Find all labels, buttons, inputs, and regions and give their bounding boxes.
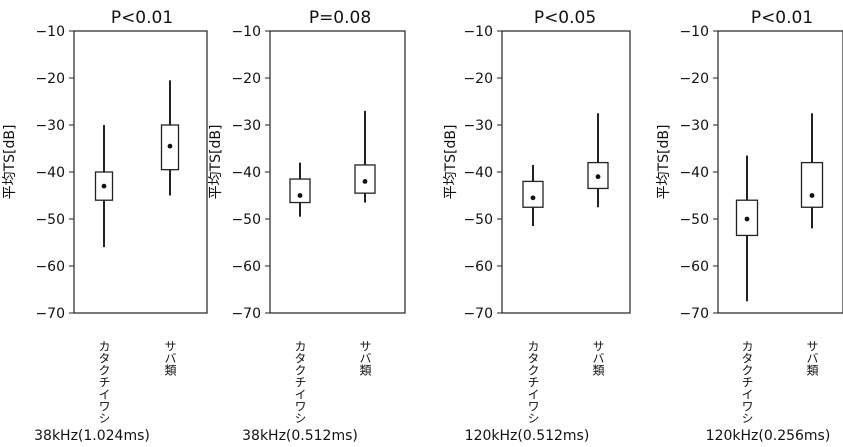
y-axis-label: 平均TS[dB] (656, 125, 672, 200)
panel-1: P<0.01 −10 −20 −30 −40 −50 −60 −70 平均TS[dB] カタクチイ… (2, 8, 208, 444)
box-anchovy: カタクチイワシ (735, 155, 759, 424)
mean-point (809, 193, 815, 198)
y-tick-label: −70 (35, 306, 65, 322)
panel-title: P=0.08 (309, 8, 371, 28)
box-anchovy: カタクチイワシ (522, 164, 544, 424)
category-label: サバ類 (591, 340, 605, 377)
y-tick-label: −40 (463, 165, 493, 181)
y-tick-label: −70 (231, 306, 261, 322)
panel-caption: 120kHz(0.512ms) (465, 428, 590, 444)
iqr-box (289, 178, 311, 204)
y-tick-label: −20 (679, 71, 709, 87)
y-tick-label: −10 (35, 24, 65, 40)
panel-2: P=0.08 −10 −20 −30 −40 −50 −60 −70 平均TS[dB] カタクチイ… (208, 8, 406, 444)
y-tick-label: −50 (679, 212, 709, 228)
panel-3: P<0.05 −10 −20 −30 −40 −50 −60 −70 平均TS[dB] カタクチイ… (443, 8, 631, 444)
y-tick-label: −30 (35, 118, 65, 134)
y-tick-label: −20 (231, 71, 261, 87)
y-tick-label: −10 (231, 24, 261, 40)
y-tick-label: −40 (231, 165, 261, 181)
plot-frame (501, 30, 631, 314)
box-mackerel: サバ類 (587, 113, 609, 377)
box-anchovy: カタクチイワシ (94, 125, 114, 424)
panel-title: P<0.01 (751, 8, 813, 28)
y-tick-label: −60 (463, 259, 493, 275)
mean-point (530, 195, 536, 201)
panel-caption: 38kHz(0.512ms) (242, 428, 358, 444)
panel-caption: 120kHz(0.256ms) (706, 428, 831, 444)
plot-frame (73, 30, 208, 314)
mean-point (101, 183, 107, 189)
y-tick-label: −20 (463, 71, 493, 87)
y-axis-label: 平均TS[dB] (2, 125, 18, 200)
panel-4: P<0.01 −10 −20 −30 −40 −50 −60 −70 平均TS[dB] カタクチイ… (656, 8, 843, 444)
category-label: サバ類 (163, 340, 177, 377)
category-label: カタクチイワシ (740, 340, 754, 424)
plot-frame (717, 30, 843, 314)
y-tick-label: −50 (35, 212, 65, 228)
y-tick-label: −30 (679, 118, 709, 134)
y-tick-label: −20 (35, 71, 65, 87)
box-anchovy: カタクチイワシ (289, 162, 311, 424)
mean-point (362, 179, 368, 184)
y-tick-label: −40 (35, 165, 65, 181)
y-tick-label: −60 (231, 259, 261, 275)
box-mackerel: サバ類 (354, 110, 376, 377)
y-tick-label: −10 (463, 24, 493, 40)
y-tick-label: −70 (679, 306, 709, 322)
y-tick-label: −30 (231, 118, 261, 134)
y-tick-label: −70 (463, 306, 493, 322)
category-label: カタクチイワシ (526, 340, 540, 424)
y-tick-label: −60 (679, 259, 709, 275)
y-tick-label: −50 (463, 212, 493, 228)
iqr-box (522, 180, 544, 208)
panel-caption: 38kHz(1.024ms) (34, 428, 150, 444)
plot-frame (269, 30, 406, 314)
y-axis-label: 平均TS[dB] (443, 125, 459, 200)
y-tick-label: −30 (463, 118, 493, 134)
category-label: カタクチイワシ (97, 340, 111, 424)
panel-title: P<0.05 (534, 8, 596, 28)
y-tick-label: −60 (35, 259, 65, 275)
box-mackerel: サバ類 (160, 80, 180, 377)
mean-point (595, 174, 601, 180)
category-label: カタクチイワシ (293, 340, 307, 424)
iqr-box (800, 161, 824, 208)
mean-point (744, 216, 750, 222)
mean-point (167, 143, 173, 149)
box-mackerel: サバ類 (800, 113, 824, 377)
category-label: サバ類 (805, 340, 819, 377)
category-label: サバ類 (358, 340, 372, 377)
y-axis-label: 平均TS[dB] (208, 125, 224, 200)
y-tick-label: −40 (679, 165, 709, 181)
y-tick-label: −10 (679, 24, 709, 40)
mean-point (297, 193, 303, 198)
y-tick-label: −50 (231, 212, 261, 228)
panel-title: P<0.01 (111, 8, 173, 28)
